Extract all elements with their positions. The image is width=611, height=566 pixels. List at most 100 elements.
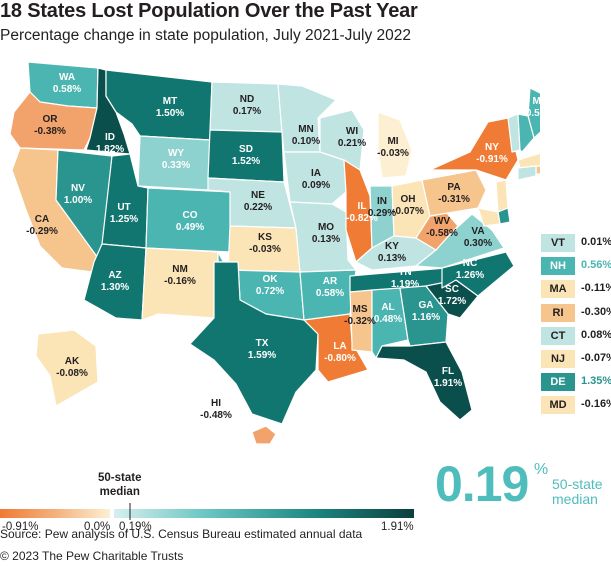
small-state-value-ma: -0.11% (581, 282, 611, 295)
state-value-wa: 0.58% (53, 84, 81, 95)
state-label-mn: MN (298, 124, 314, 135)
state-ak (35, 329, 99, 407)
state-label-wi: WI (346, 126, 358, 137)
median-callout-label: 50-state median (552, 477, 603, 507)
state-value-ar: 0.58% (316, 288, 344, 299)
state-label-ms: MS (353, 304, 368, 315)
state-value-va: 0.30% (464, 238, 492, 249)
small-state-swatch-nj: NJ (541, 349, 575, 368)
small-state-value-ri: -0.30% (581, 305, 611, 318)
state-value-wi: 0.21% (338, 138, 366, 149)
state-value-wv: -0.58% (426, 228, 458, 239)
state-nj (495, 179, 509, 213)
small-state-swatch-nh: NH (541, 257, 575, 276)
state-value-ga: 1.16% (412, 312, 440, 323)
small-state-value-vt: 0.01% (581, 236, 611, 248)
small-state-swatch-md: MD (541, 396, 575, 415)
small-state-swatch-vt: VT (541, 234, 575, 252)
state-value-ut: 1.25% (110, 214, 138, 225)
state-value-la: -0.80% (324, 353, 356, 364)
state-label-oh: OH (401, 194, 416, 205)
state-value-hi: -0.48% (200, 410, 232, 421)
small-state-value-nj: -0.07% (581, 351, 611, 364)
state-value-ks: -0.03% (249, 244, 281, 255)
state-tx (189, 261, 319, 425)
state-value-tn: 1.19% (391, 279, 419, 290)
state-value-sc: 1.72% (438, 296, 466, 307)
small-state-swatch-ri: RI (541, 303, 575, 322)
state-value-al: 0.48% (374, 314, 402, 325)
state-label-ks: KS (258, 232, 272, 243)
state-value-id: 1.82% (96, 144, 124, 155)
state-label-in: IN (377, 196, 387, 207)
state-label-mi: MI (387, 136, 398, 147)
state-label-ga: GA (419, 300, 434, 311)
state-value-sd: 1.52% (232, 156, 260, 167)
state-label-co: CO (183, 210, 198, 221)
state-ct (517, 165, 537, 181)
state-value-ak: -0.08% (56, 368, 88, 379)
small-state-row-vt: VT 0.01% (541, 234, 611, 255)
state-value-mo: 0.13% (312, 234, 340, 245)
small-state-value-nh: 0.56% (581, 259, 611, 272)
state-label-ne: NE (251, 190, 265, 201)
state-value-mi: -0.03% (377, 148, 409, 159)
state-md (477, 207, 501, 227)
small-state-row-nh: NH 0.56% (541, 257, 611, 278)
state-label-hi: HI (211, 398, 221, 409)
state-value-ok: 0.72% (256, 286, 284, 297)
state-value-ca: -0.29% (26, 226, 58, 237)
small-state-swatch-ct: CT (541, 326, 575, 345)
source-note: Source: Pew analysis of U.S. Census Bure… (0, 527, 363, 541)
legend-median-label: 0.19% (119, 521, 152, 533)
page-title: 18 States Lost Population Over the Past … (0, 0, 418, 22)
state-label-nd: ND (240, 94, 254, 105)
state-value-mt: 1.50% (156, 108, 184, 119)
state-fl (375, 341, 473, 421)
state-value-me: 0.59% (526, 108, 540, 119)
state-label-wv: WV (434, 216, 450, 227)
small-state-row-nj: NJ -0.07% (541, 349, 611, 371)
state-label-tn: TN (398, 267, 411, 278)
state-label-or: OR (43, 114, 59, 125)
state-label-ar: AR (323, 276, 338, 287)
state-nh (517, 113, 535, 153)
small-state-value-ct: 0.08% (581, 328, 611, 341)
state-la (303, 313, 369, 383)
state-value-wy: 0.33% (162, 160, 190, 171)
median-callout-percent: % (534, 461, 549, 478)
state-value-or: -0.38% (34, 126, 66, 137)
state-label-az: AZ (108, 270, 121, 281)
state-label-ca: CA (35, 214, 49, 225)
state-label-wa: WA (59, 72, 75, 83)
state-label-ut: UT (117, 202, 130, 213)
color-scale-legend (0, 503, 414, 520)
legend-median-title-line2: median (99, 486, 140, 498)
state-value-il: -0.82% (346, 213, 378, 224)
legend-min-label: -0.91% (2, 521, 39, 533)
state-label-nc: NC (463, 258, 477, 269)
state-mo (289, 201, 357, 273)
state-label-sc: SC (445, 284, 459, 295)
state-label-id: ID (105, 132, 115, 143)
state-label-fl: FL (442, 366, 454, 377)
state-value-tx: 1.59% (248, 350, 276, 361)
state-ma (517, 152, 540, 169)
state-value-pa: -0.31% (438, 194, 470, 205)
state-value-co: 0.49% (176, 222, 204, 233)
state-label-il: IL (358, 201, 367, 212)
state-value-ms: -0.32% (344, 316, 376, 327)
state-value-ia: 0.09% (302, 180, 330, 191)
state-label-mo: MO (318, 222, 334, 233)
small-state-row-md: MD -0.16% (541, 396, 611, 417)
state-value-nc: 1.26% (456, 270, 484, 281)
state-label-ky: KY (385, 241, 399, 252)
small-state-value-md: -0.16% (581, 398, 611, 411)
small-state-row-ct: CT 0.08% (541, 326, 611, 348)
legend-median-title-line1: 50-state (98, 472, 142, 484)
small-state-legend: VT0.01%NH0.56%MA-0.11%RI-0.30%CT0.08%NJ-… (541, 234, 611, 420)
state-label-ok: OK (263, 274, 279, 285)
state-label-nv: NV (71, 183, 85, 194)
state-value-in: 0.29% (368, 208, 396, 219)
us-map: WA0.58%OR-0.38%CA-0.29%ID1.82%MT1.50%NV1… (9, 61, 540, 445)
